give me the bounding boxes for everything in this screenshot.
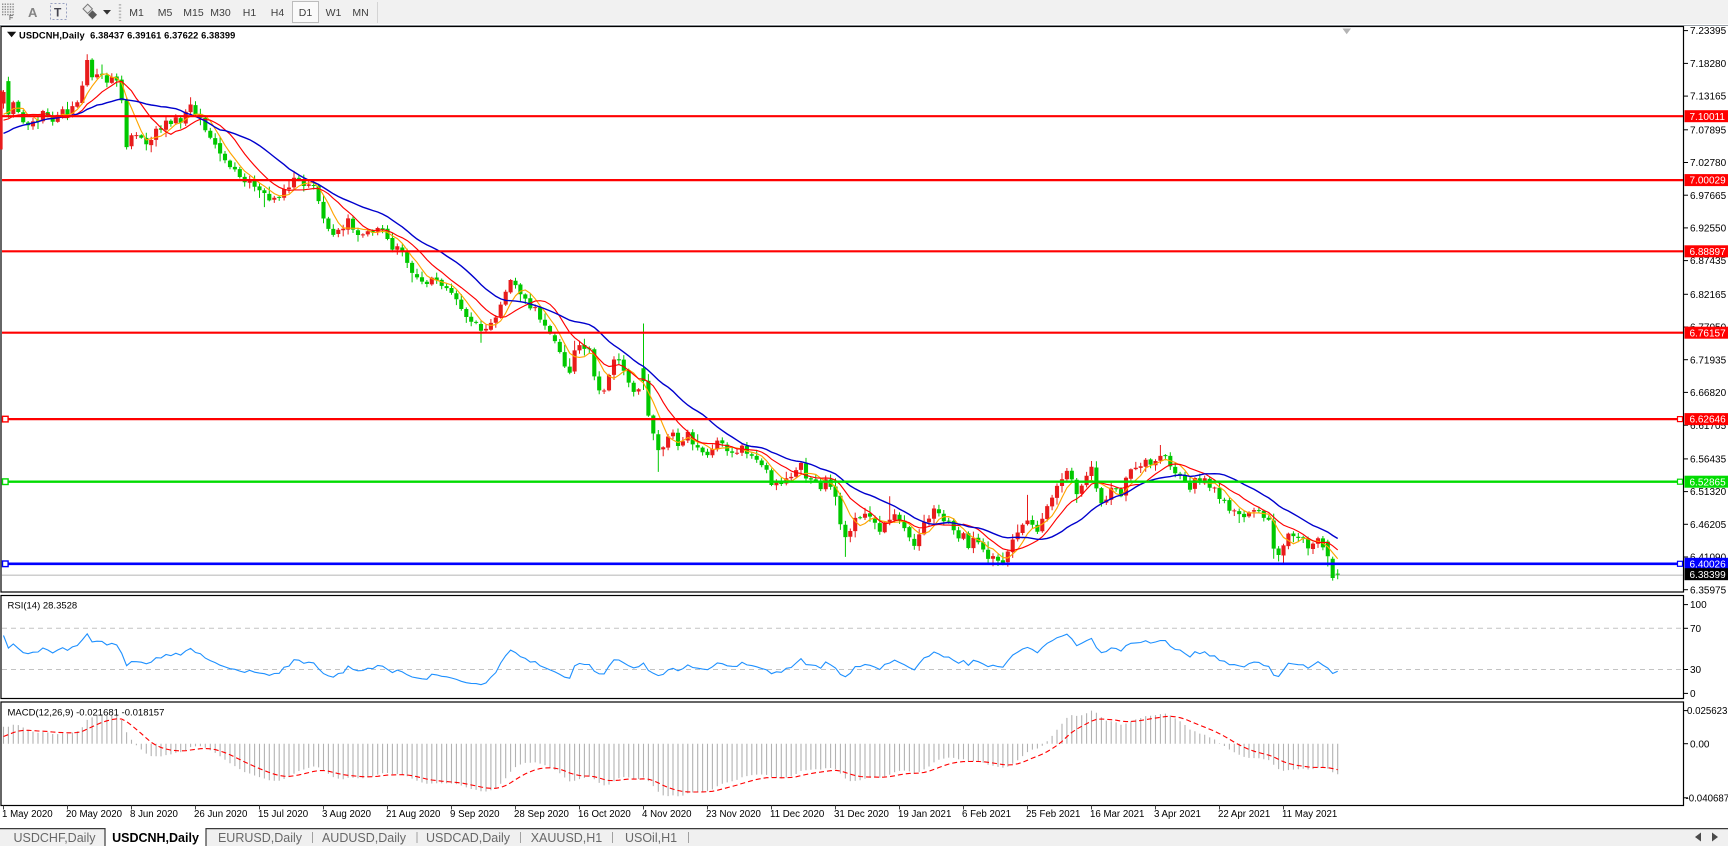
svg-text:USDCHF,Daily: USDCHF,Daily — [14, 831, 97, 845]
svg-text:6.62646: 6.62646 — [1690, 415, 1727, 426]
svg-text:RSI(14) 28.3528: RSI(14) 28.3528 — [8, 601, 78, 612]
svg-text:6.71935: 6.71935 — [1690, 355, 1727, 366]
svg-text:XAUUSD,H1: XAUUSD,H1 — [531, 831, 603, 845]
svg-text:7.07895: 7.07895 — [1690, 125, 1727, 136]
svg-text:M1: M1 — [129, 7, 144, 19]
svg-text:6.52865: 6.52865 — [1690, 477, 1727, 488]
svg-text:7.23395: 7.23395 — [1690, 26, 1727, 37]
svg-text:6.97665: 6.97665 — [1690, 191, 1727, 202]
svg-text:MN: MN — [352, 7, 368, 19]
svg-text:11 Dec 2020: 11 Dec 2020 — [770, 809, 825, 820]
svg-text:16 Mar 2021: 16 Mar 2021 — [1090, 809, 1144, 820]
svg-text:AUDUSD,Daily: AUDUSD,Daily — [322, 831, 407, 845]
svg-text:0.00: 0.00 — [1690, 739, 1710, 750]
svg-text:M30: M30 — [210, 7, 231, 19]
svg-text:28 Sep 2020: 28 Sep 2020 — [514, 809, 570, 820]
svg-text:23 Nov 2020: 23 Nov 2020 — [706, 809, 762, 820]
svg-text:8 Jun 2020: 8 Jun 2020 — [130, 809, 179, 820]
svg-text:20 May 2020: 20 May 2020 — [66, 809, 123, 820]
svg-text:M15: M15 — [183, 7, 204, 19]
svg-text:31 Dec 2020: 31 Dec 2020 — [834, 809, 890, 820]
svg-text:16 Oct 2020: 16 Oct 2020 — [578, 809, 631, 820]
svg-text:6 Feb 2021: 6 Feb 2021 — [962, 809, 1011, 820]
svg-text:6.88897: 6.88897 — [1690, 247, 1727, 258]
svg-text:6.40026: 6.40026 — [1690, 559, 1727, 570]
svg-text:6.56435: 6.56435 — [1690, 455, 1727, 466]
svg-text:-0.040687: -0.040687 — [1686, 793, 1728, 804]
svg-text:0.025623: 0.025623 — [1687, 706, 1727, 717]
svg-text:H1: H1 — [243, 7, 257, 19]
svg-text:21 Aug 2020: 21 Aug 2020 — [386, 809, 441, 820]
svg-text:0: 0 — [1690, 689, 1696, 700]
svg-text:11 May 2021: 11 May 2021 — [1282, 809, 1337, 820]
svg-text:USOil,H1: USOil,H1 — [625, 831, 677, 845]
svg-text:7.18280: 7.18280 — [1690, 59, 1727, 70]
svg-text:3 Apr 2021: 3 Apr 2021 — [1154, 809, 1201, 820]
svg-text:USDCNH,Daily: USDCNH,Daily — [112, 831, 199, 845]
svg-text:3 Aug 2020: 3 Aug 2020 — [322, 809, 372, 820]
svg-text:6.66820: 6.66820 — [1690, 388, 1727, 399]
svg-text:T: T — [54, 6, 62, 20]
svg-text:30: 30 — [1690, 665, 1702, 676]
svg-text:A: A — [28, 5, 38, 20]
svg-text:USDCAD,Daily: USDCAD,Daily — [426, 831, 511, 845]
svg-text:15 Jul 2020: 15 Jul 2020 — [258, 809, 309, 820]
svg-text:6.82165: 6.82165 — [1690, 290, 1727, 301]
svg-text:6.35975: 6.35975 — [1690, 585, 1727, 596]
svg-text:1 May 2020: 1 May 2020 — [2, 809, 53, 820]
svg-text:70: 70 — [1690, 624, 1702, 635]
svg-text:7.10011: 7.10011 — [1690, 112, 1726, 123]
svg-text:F: F — [9, 15, 13, 22]
svg-text:7.13165: 7.13165 — [1690, 92, 1727, 103]
svg-text:25 Feb 2021: 25 Feb 2021 — [1026, 809, 1080, 820]
svg-text:6.46205: 6.46205 — [1690, 520, 1727, 531]
svg-text:USDCNH,Daily 6.38437 6.39161: USDCNH,Daily 6.38437 6.39161 6.37622 6.3… — [19, 31, 235, 41]
svg-text:100: 100 — [1690, 600, 1707, 611]
svg-text:6.76157: 6.76157 — [1690, 328, 1727, 339]
svg-text:6.38399: 6.38399 — [1690, 570, 1727, 581]
svg-text:6.61705: 6.61705 — [1690, 421, 1727, 432]
svg-text:26 Jun 2020: 26 Jun 2020 — [194, 809, 248, 820]
svg-text:7.00029: 7.00029 — [1690, 176, 1727, 187]
svg-text:7.02780: 7.02780 — [1690, 158, 1727, 169]
svg-text:W1: W1 — [326, 7, 342, 19]
svg-text:D1: D1 — [299, 7, 313, 19]
svg-text:9 Sep 2020: 9 Sep 2020 — [450, 809, 500, 820]
svg-text:6.92550: 6.92550 — [1690, 224, 1727, 235]
svg-text:M5: M5 — [158, 7, 173, 19]
svg-text:6.51320: 6.51320 — [1690, 487, 1727, 498]
svg-text:EURUSD,Daily: EURUSD,Daily — [218, 831, 303, 845]
svg-text:19 Jan 2021: 19 Jan 2021 — [898, 809, 951, 820]
svg-text:MACD(12,26,9) -0.021681 -0.018: MACD(12,26,9) -0.021681 -0.018157 — [8, 708, 165, 719]
svg-text:4 Nov 2020: 4 Nov 2020 — [642, 809, 692, 820]
svg-text:H4: H4 — [271, 7, 285, 19]
svg-text:22 Apr 2021: 22 Apr 2021 — [1218, 809, 1270, 820]
svg-text:6.87435: 6.87435 — [1690, 256, 1727, 267]
